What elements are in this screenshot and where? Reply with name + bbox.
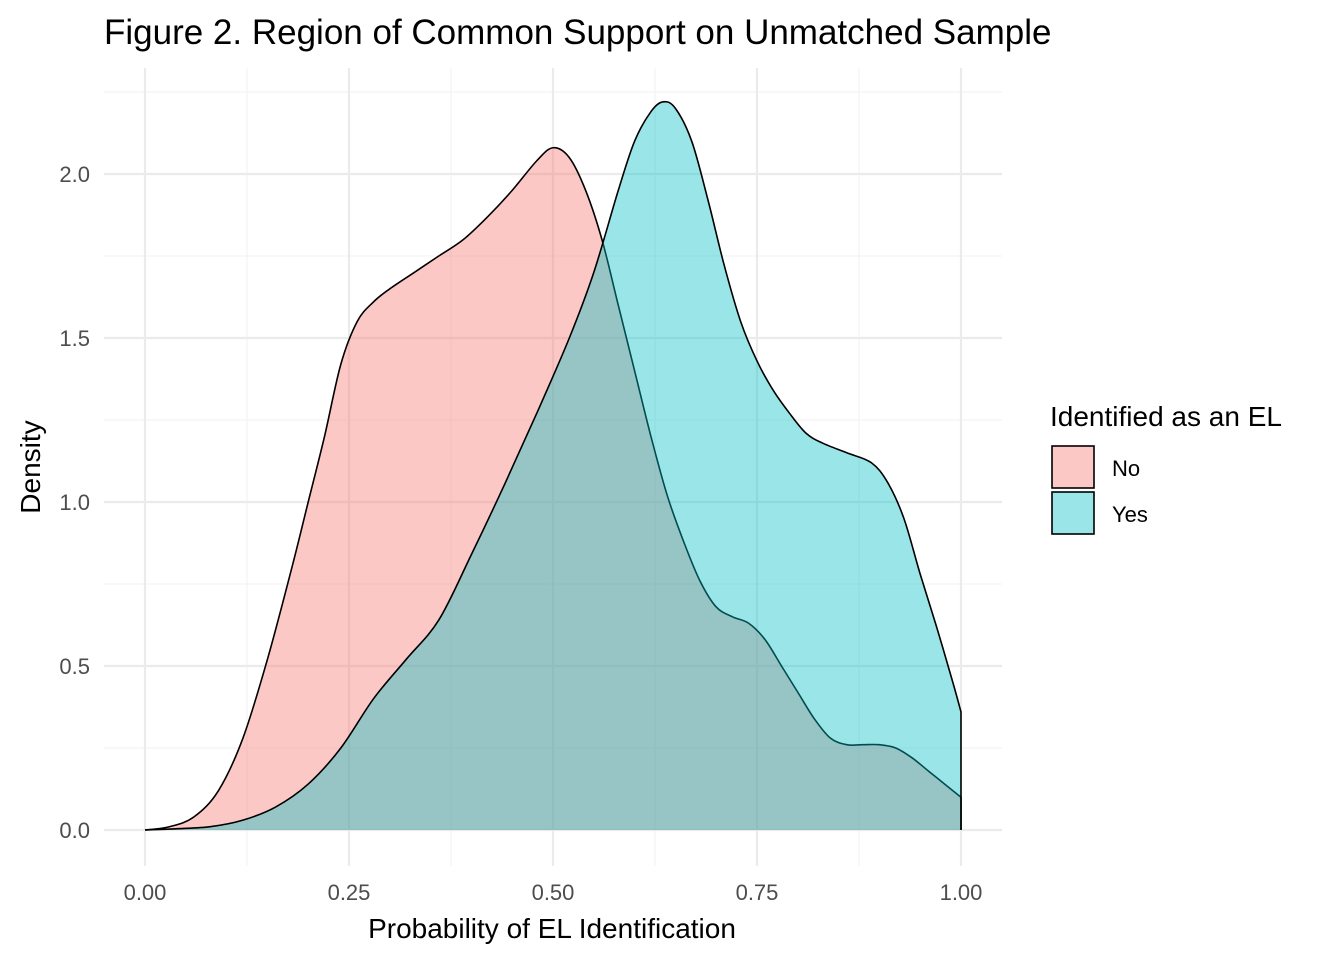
y-tick-label: 0.0: [59, 818, 90, 843]
x-tick-label: 1.00: [940, 880, 983, 905]
y-axis-title: Density: [15, 420, 46, 513]
legend-swatch-yes: [1051, 491, 1095, 535]
density-area-no: [145, 147, 961, 831]
density-area-yes: [145, 101, 961, 831]
x-tick-label: 0.50: [532, 880, 575, 905]
legend-title: Identified as an EL: [1050, 401, 1282, 432]
legend-label-no: No: [1112, 456, 1140, 481]
legend-swatch-no: [1051, 445, 1095, 489]
x-tick-label: 0.25: [328, 880, 371, 905]
density-outline-yes: [144, 100, 962, 831]
y-axis-ticks: 0.0 0.5 1.0 1.5 2.0: [59, 162, 90, 843]
chart-title: Figure 2. Region of Common Support on Un…: [104, 13, 1051, 52]
series-layer: [144, 100, 962, 831]
x-axis-ticks: 0.00 0.25 0.50 0.75 1.00: [124, 880, 983, 905]
legend-key-bg: [1052, 446, 1094, 488]
y-tick-label: 1.5: [59, 326, 90, 351]
density-outline-no: [144, 146, 962, 831]
legend: Identified as an EL No Yes: [1050, 401, 1282, 535]
y-tick-label: 0.5: [59, 654, 90, 679]
x-tick-label: 0.00: [124, 880, 167, 905]
legend-items: No Yes: [1051, 445, 1148, 535]
legend-key-bg: [1052, 492, 1094, 534]
x-tick-label: 0.75: [736, 880, 779, 905]
y-tick-label: 1.0: [59, 490, 90, 515]
y-tick-label: 2.0: [59, 162, 90, 187]
x-axis-title: Probability of EL Identification: [368, 913, 736, 944]
legend-label-yes: Yes: [1112, 502, 1148, 527]
